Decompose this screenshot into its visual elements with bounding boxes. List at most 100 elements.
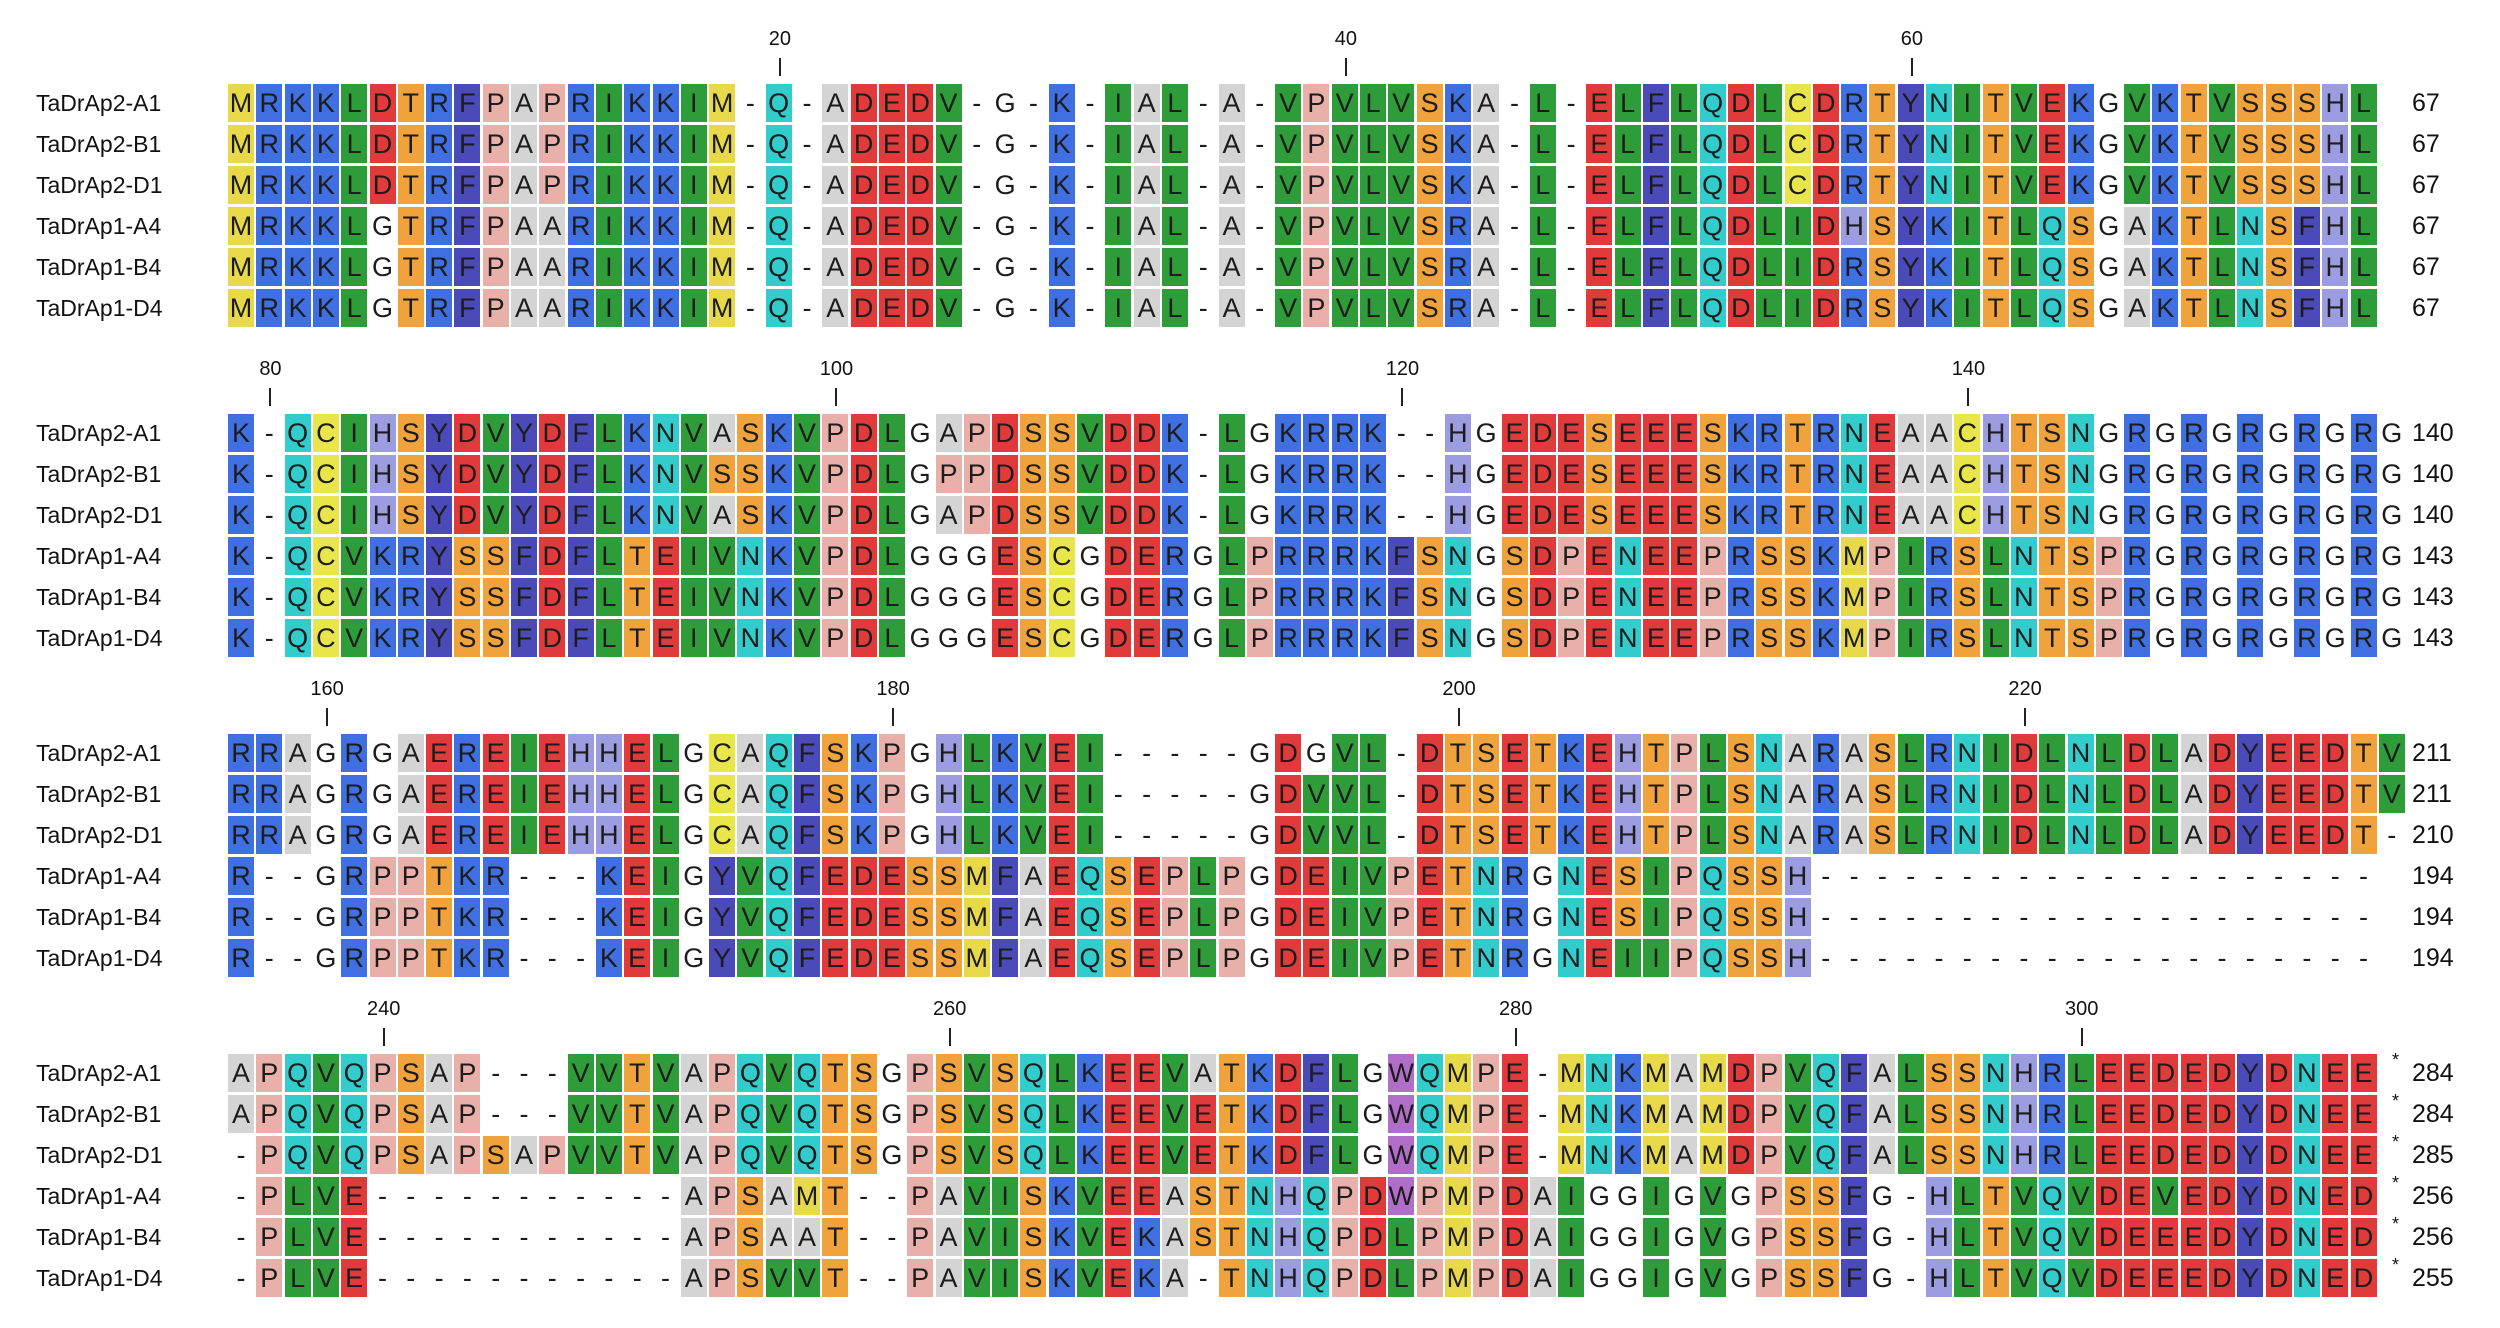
residue-cell: I [511,734,537,772]
gap-cell: - [1077,248,1103,286]
residue-cell: I [1643,898,1669,936]
residue-cell: D [539,496,566,534]
residue-cell: E [1105,1218,1132,1256]
residue-cell: D [539,537,566,575]
residue-cell: V [765,1095,792,1133]
residue-cell: S [1954,578,1981,616]
residue-cell: N [1841,496,1868,534]
residue-cell: I [1105,125,1132,163]
residue-cell: K [1161,496,1188,534]
gap-cell: - [256,414,283,452]
residue-cell: K [595,939,622,977]
residue-cell: S [1699,414,1726,452]
residue-cell: S [1869,734,1896,772]
residue-cell: D [1812,84,1839,122]
residue-cell: V [794,1259,820,1297]
residue-cell: S [1105,898,1132,936]
gap-cell: - [850,1259,877,1297]
residue-cell: E [878,125,905,163]
residue-cell: L [878,455,905,493]
gap-cell: - [2095,898,2122,936]
residue-cell: L [1756,84,1783,122]
gap-cell: - [2265,898,2292,936]
sequence-end-position: 194 [2412,944,2454,972]
residue-cell: K [312,166,339,204]
residue-cell: Q [1699,84,1726,122]
residue-cell: P [1246,537,1273,575]
residue-cell: L [1699,775,1726,813]
residue-cell: Q [765,84,792,122]
residue-cell: N [2067,496,2094,534]
residue-cell: A [935,1177,962,1215]
residue-cell: L [2067,1136,2094,1174]
residue-cell: G [1077,619,1103,657]
residue-cell: H [595,734,622,772]
residue-cell: D [850,455,877,493]
residue-cell: K [1812,619,1839,657]
residue-cell: P [454,1136,481,1174]
residue-cell: V [2010,125,2037,163]
residue-cell: V [595,1095,622,1133]
residue-cell: T [1643,816,1669,854]
sequence-name: TaDrAp1-D4 [36,295,163,321]
residue-cell: L [1529,289,1556,327]
residue-cell: G [680,775,707,813]
gap-cell: - [1388,775,1415,813]
residue-cell: D [1360,1259,1386,1297]
residue-cell: L [2039,775,2066,813]
residue-cell: E [822,898,849,936]
residue-cell: P [369,1095,396,1133]
residue-cell: K [624,455,651,493]
residue-cell: G [312,775,339,813]
residue-cell: Q [765,857,792,895]
residue-cell: G [312,898,339,936]
residue-cell: S [1756,939,1783,977]
residue-cell: P [1756,1054,1783,1092]
residue-cell: E [878,289,905,327]
gap-cell: - [2350,898,2377,936]
residue-cell: K [2152,248,2179,286]
residue-cell: S [1954,537,1981,575]
gap-cell: - [2322,857,2349,895]
residue-cell: D [2209,734,2235,772]
residue-cell: P [1416,1177,1443,1215]
residue-cell: S [2265,207,2292,245]
residue-cell: G [2152,578,2179,616]
residue-cell: I [1897,578,1924,616]
sequence-row: TaDrAp1-A4 M R K K L G T R F P A A R I K K I M - Q - A D E D V - G - K… [0,207,2500,245]
residue-cell: E [2124,1136,2151,1174]
residue-cell: E [2039,84,2066,122]
residue-cell: A [1218,166,1245,204]
residue-cell: P [482,207,509,245]
residue-cell: G [1246,775,1273,813]
residue-cell: D [2095,1177,2122,1215]
residue-cell: R [2124,496,2151,534]
residue-cell: V [1275,289,1302,327]
sequence-row: TaDrAp1-B4- P L V E - - - - - - - - - - - A P S A A T - - P A V I S K… [0,1214,2500,1256]
residue-cell: K [1812,578,1839,616]
residue-cell: P [709,1259,736,1297]
residue-cell: E [1133,537,1160,575]
residue-cell: G [2152,496,2179,534]
residue-cell: A [1529,1259,1556,1297]
residue-cell: K [1926,207,1952,245]
residue-cell: G [2095,248,2122,286]
residue-cell: A [511,1136,537,1174]
residue-cell: D [369,166,396,204]
residue-cell: M [963,939,990,977]
residue-cell: K [1048,1177,1075,1215]
residue-cell: R [2180,578,2207,616]
residue-cell: P [907,1136,934,1174]
residue-cell: M [1444,1054,1471,1092]
residue-cell: E [2095,1095,2122,1133]
sequence-end-position: 140 [2412,419,2454,447]
residue-cell: V [595,1136,622,1174]
sequence-row: TaDrAp2-B1 M R K K L D T R F P A P R I K K I M - Q - A D E D V - G - K… [0,125,2500,163]
residue-cell: P [1558,619,1585,657]
residue-cell: G [369,207,396,245]
gap-cell: - [595,1218,622,1256]
residue-cell: T [1444,734,1471,772]
residue-cell: F [454,166,481,204]
residue-cell: P [878,734,905,772]
